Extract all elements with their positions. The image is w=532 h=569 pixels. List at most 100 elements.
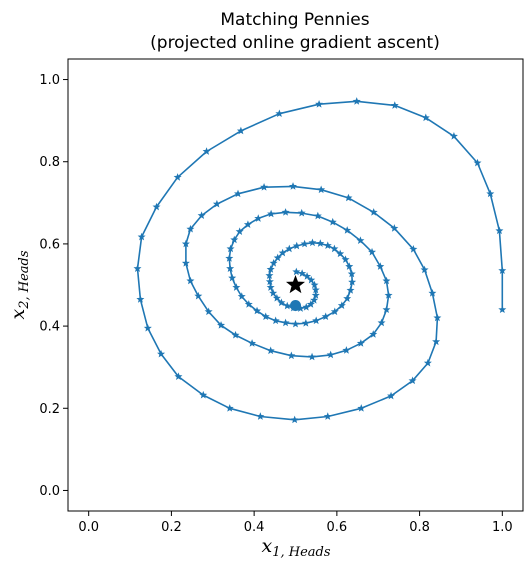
equilibrium-star-marker [285,275,306,294]
trajectory-point [315,100,324,108]
trajectory-point [266,283,275,291]
x-tick-label-3: 0.6 [327,520,348,535]
trajectory-point [323,241,332,249]
trajectory-point [356,236,365,245]
trajectory-point [194,291,203,300]
trajectory-point [292,241,301,250]
trajectory-point [384,291,393,299]
trajectory-point [345,262,354,270]
trajectory-point [390,101,399,109]
trajectory-point [204,307,213,316]
trajectory-point [428,289,437,297]
chart-title-line-2: (projected online gradient ascent) [150,33,440,53]
trajectory-point [303,272,312,280]
trajectory-point [152,202,161,211]
trajectory-point [409,245,418,253]
trajectory-point [486,189,495,198]
final-point-marker [290,300,301,312]
x-axis-label-sub: 1, Heads [272,545,331,560]
trajectory-point [298,269,307,277]
trajectory-point [308,352,317,361]
trajectory-point [228,273,237,282]
trajectory-point [202,147,211,155]
trajectory-point [273,253,282,262]
trajectory-point [291,319,300,328]
y-tick-label-4: 0.8 [39,155,60,170]
trajectory-point [230,235,239,244]
trajectory-point [323,412,332,420]
trajectory-point [382,305,391,314]
trajectory-point [235,227,244,235]
trajectory-point [369,208,378,216]
trajectory-point [225,254,234,262]
trajectory-point [498,266,507,275]
trajectory-point [174,372,183,381]
x-tick-label-5: 1.0 [492,520,513,535]
x-axis-label-main: x [261,535,272,557]
plot-frame [67,58,524,512]
trajectory-point [341,255,350,263]
trajectory-point [343,226,352,234]
y-axis-ticks: 0.0 0.2 0.4 0.6 0.8 1.0 [39,73,68,499]
x-tick-label-4: 0.8 [409,520,430,535]
trajectory-point [133,264,142,272]
trajectory-point [266,265,275,273]
trajectory-point [449,132,458,140]
trajectory-point [253,306,262,315]
trajectory-point [312,316,321,325]
trajectory-point [199,390,208,399]
trajectory-point [300,239,309,248]
trajectory-point [173,173,182,181]
trajectory-point [289,182,298,190]
trajectory-point [382,276,391,285]
trajectory-point [423,358,432,367]
trajectory-point [243,220,252,228]
trajectory-point [348,277,357,286]
trajectory-point [231,330,240,339]
trajectory-point [420,265,429,274]
x-tick-label-1: 0.2 [161,520,182,535]
trajectory-point [408,376,417,385]
trajectory-point [343,294,352,302]
trajectory-point [225,404,234,412]
trajectory-point [248,339,257,347]
trajectory-point [311,285,320,294]
trajectory-point [181,239,190,248]
trajectory-point [277,298,286,307]
trajectory-point [308,238,317,247]
trajectory-point [328,217,337,226]
trajectory-point [271,316,280,325]
trajectory-point [265,277,274,286]
trajectory-point [357,404,366,412]
y-axis-label: x2, Heads [7,250,32,319]
x-axis-ticks: 0.0 0.2 0.4 0.6 0.8 1.0 [78,511,513,535]
trajectory-point [217,321,226,329]
trajectory-point [337,301,346,309]
trajectory-point [197,211,206,219]
trajectory-point [433,313,442,322]
y-tick-label-5: 1.0 [39,73,60,88]
trajectory-point [181,259,190,267]
trajectory-point [226,244,235,253]
trajectory-point [244,300,253,308]
y-tick-label-1: 0.2 [39,402,60,417]
trajectory-point [347,269,356,278]
trajectory-point [186,224,195,233]
chart-title-line-1: Matching Pennies [220,10,369,30]
trajectory-point [495,226,504,235]
trajectory-point [344,193,353,202]
trajectory-point [321,312,330,321]
trajectory-point [283,301,292,310]
trajectory-point [342,346,351,354]
trajectory-point [473,158,482,167]
trajectory-point [143,323,152,332]
trajectory-point [212,199,221,208]
trajectory-point [311,291,320,299]
trajectory-point [387,391,396,400]
trajectory-point [137,232,146,241]
trajectory-point [317,185,326,194]
trajectory-point [266,346,275,355]
trajectory-point [157,349,166,358]
trajectory-point [330,244,339,253]
trajectory-point [368,247,377,256]
